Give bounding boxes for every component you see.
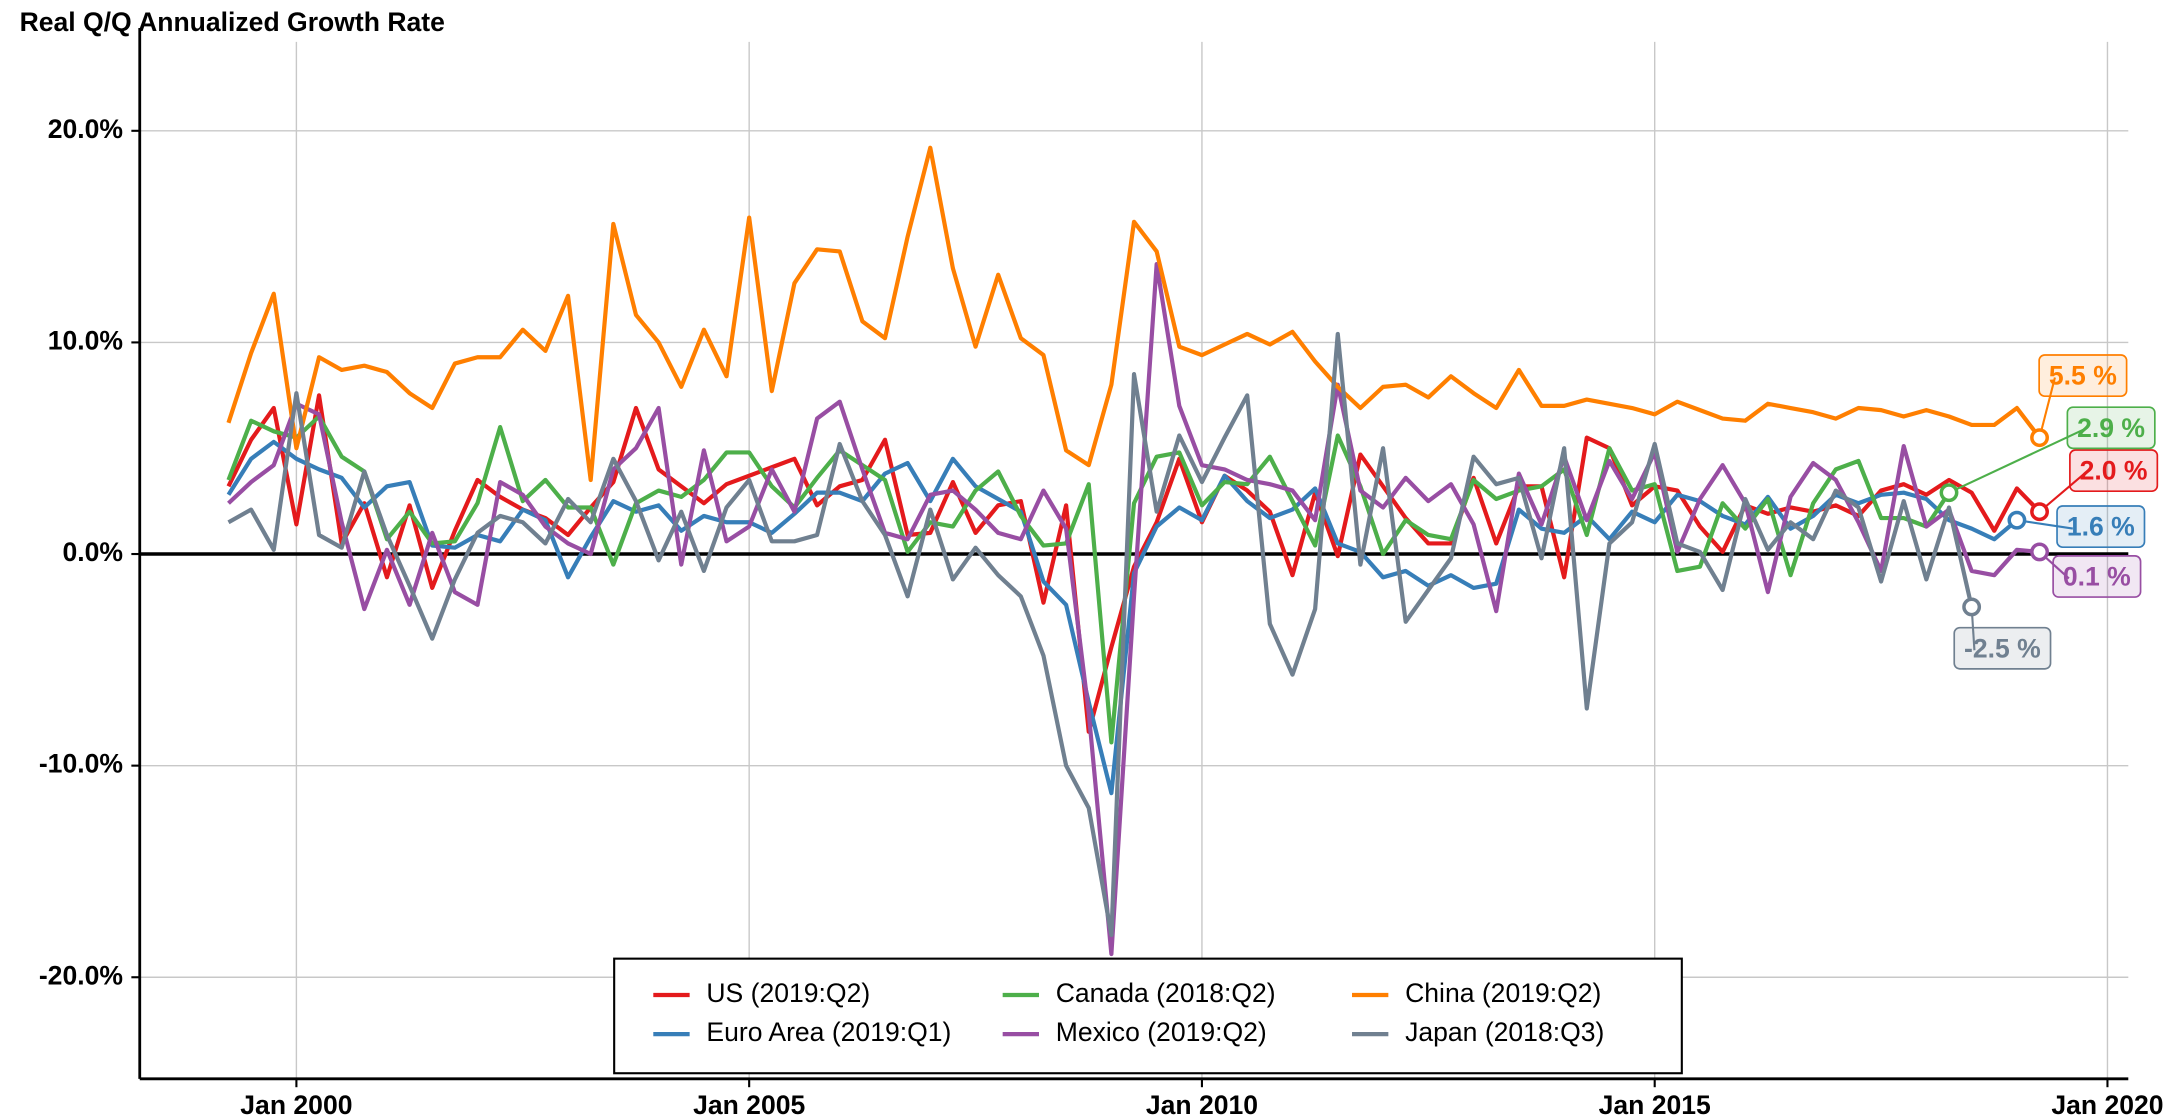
legend-label: China (2019:Q2) — [1405, 978, 1601, 1008]
legend-label: Mexico (2019:Q2) — [1056, 1017, 1267, 1047]
series-line — [226, 414, 1951, 745]
end-label-box — [2038, 354, 2128, 397]
series-line — [227, 331, 1974, 938]
chart-title: Real Q/Q Annualized Growth Rate — [20, 7, 445, 37]
label-leader — [2038, 377, 2056, 438]
end-label-text: 2.9 % — [2077, 413, 2145, 443]
x-tick-label: Jan 2000 — [240, 1090, 352, 1116]
x-tick-label: Jan 2020 — [2051, 1090, 2163, 1116]
legend-label: Japan (2018:Q3) — [1405, 1017, 1604, 1047]
end-label-box — [2052, 555, 2142, 598]
end-label-box — [2066, 406, 2156, 450]
x-tick-label: Jan 2015 — [1599, 1090, 1711, 1116]
legend-label: Euro Area (2019:Q1) — [706, 1017, 951, 1047]
end-label: 5.5 % — [2038, 354, 2128, 397]
end-label: -2.5 % — [1953, 626, 2052, 670]
legend-box — [613, 957, 1683, 1075]
x-tick-label: Jan 2010 — [1146, 1090, 1258, 1116]
end-marker — [2007, 510, 2027, 530]
end-marker — [2030, 502, 2049, 522]
end-label-text: -2.5 % — [1964, 633, 2041, 663]
y-tick-label: 0.0% — [62, 537, 123, 567]
end-label-text: 2.0 % — [2080, 456, 2148, 486]
end-marker — [1962, 597, 1982, 617]
end-marker — [2030, 542, 2049, 562]
end-label-box — [1953, 626, 2052, 670]
end-label: 2.9 % — [2066, 406, 2156, 450]
end-label-box — [2056, 505, 2146, 548]
label-leader — [2038, 471, 2087, 513]
end-marker — [1939, 483, 1959, 503]
y-tick-label: -10.0% — [39, 749, 123, 779]
series-line — [226, 393, 2042, 734]
end-label-box — [2069, 449, 2159, 493]
end-label: 2.0 % — [2069, 449, 2159, 493]
end-label: 0.1 % — [2052, 555, 2142, 598]
y-tick-label: -20.0% — [39, 960, 123, 990]
end-label-text: 1.6 % — [2067, 512, 2135, 542]
end-label-text: 5.5 % — [2049, 361, 2117, 391]
legend-label: Canada (2018:Q2) — [1056, 978, 1276, 1008]
end-label-text: 0.1 % — [2063, 561, 2131, 591]
y-tick-label: 20.0% — [48, 114, 123, 144]
y-tick-label: 10.0% — [48, 325, 123, 355]
legend-label: US (2019:Q2) — [706, 978, 870, 1008]
label-leader — [1948, 428, 2084, 494]
end-marker — [2030, 428, 2049, 448]
end-label: 1.6 % — [2056, 505, 2146, 548]
series-line — [227, 262, 2040, 957]
series-line — [226, 145, 2042, 483]
x-tick-label: Jan 2005 — [693, 1090, 805, 1116]
